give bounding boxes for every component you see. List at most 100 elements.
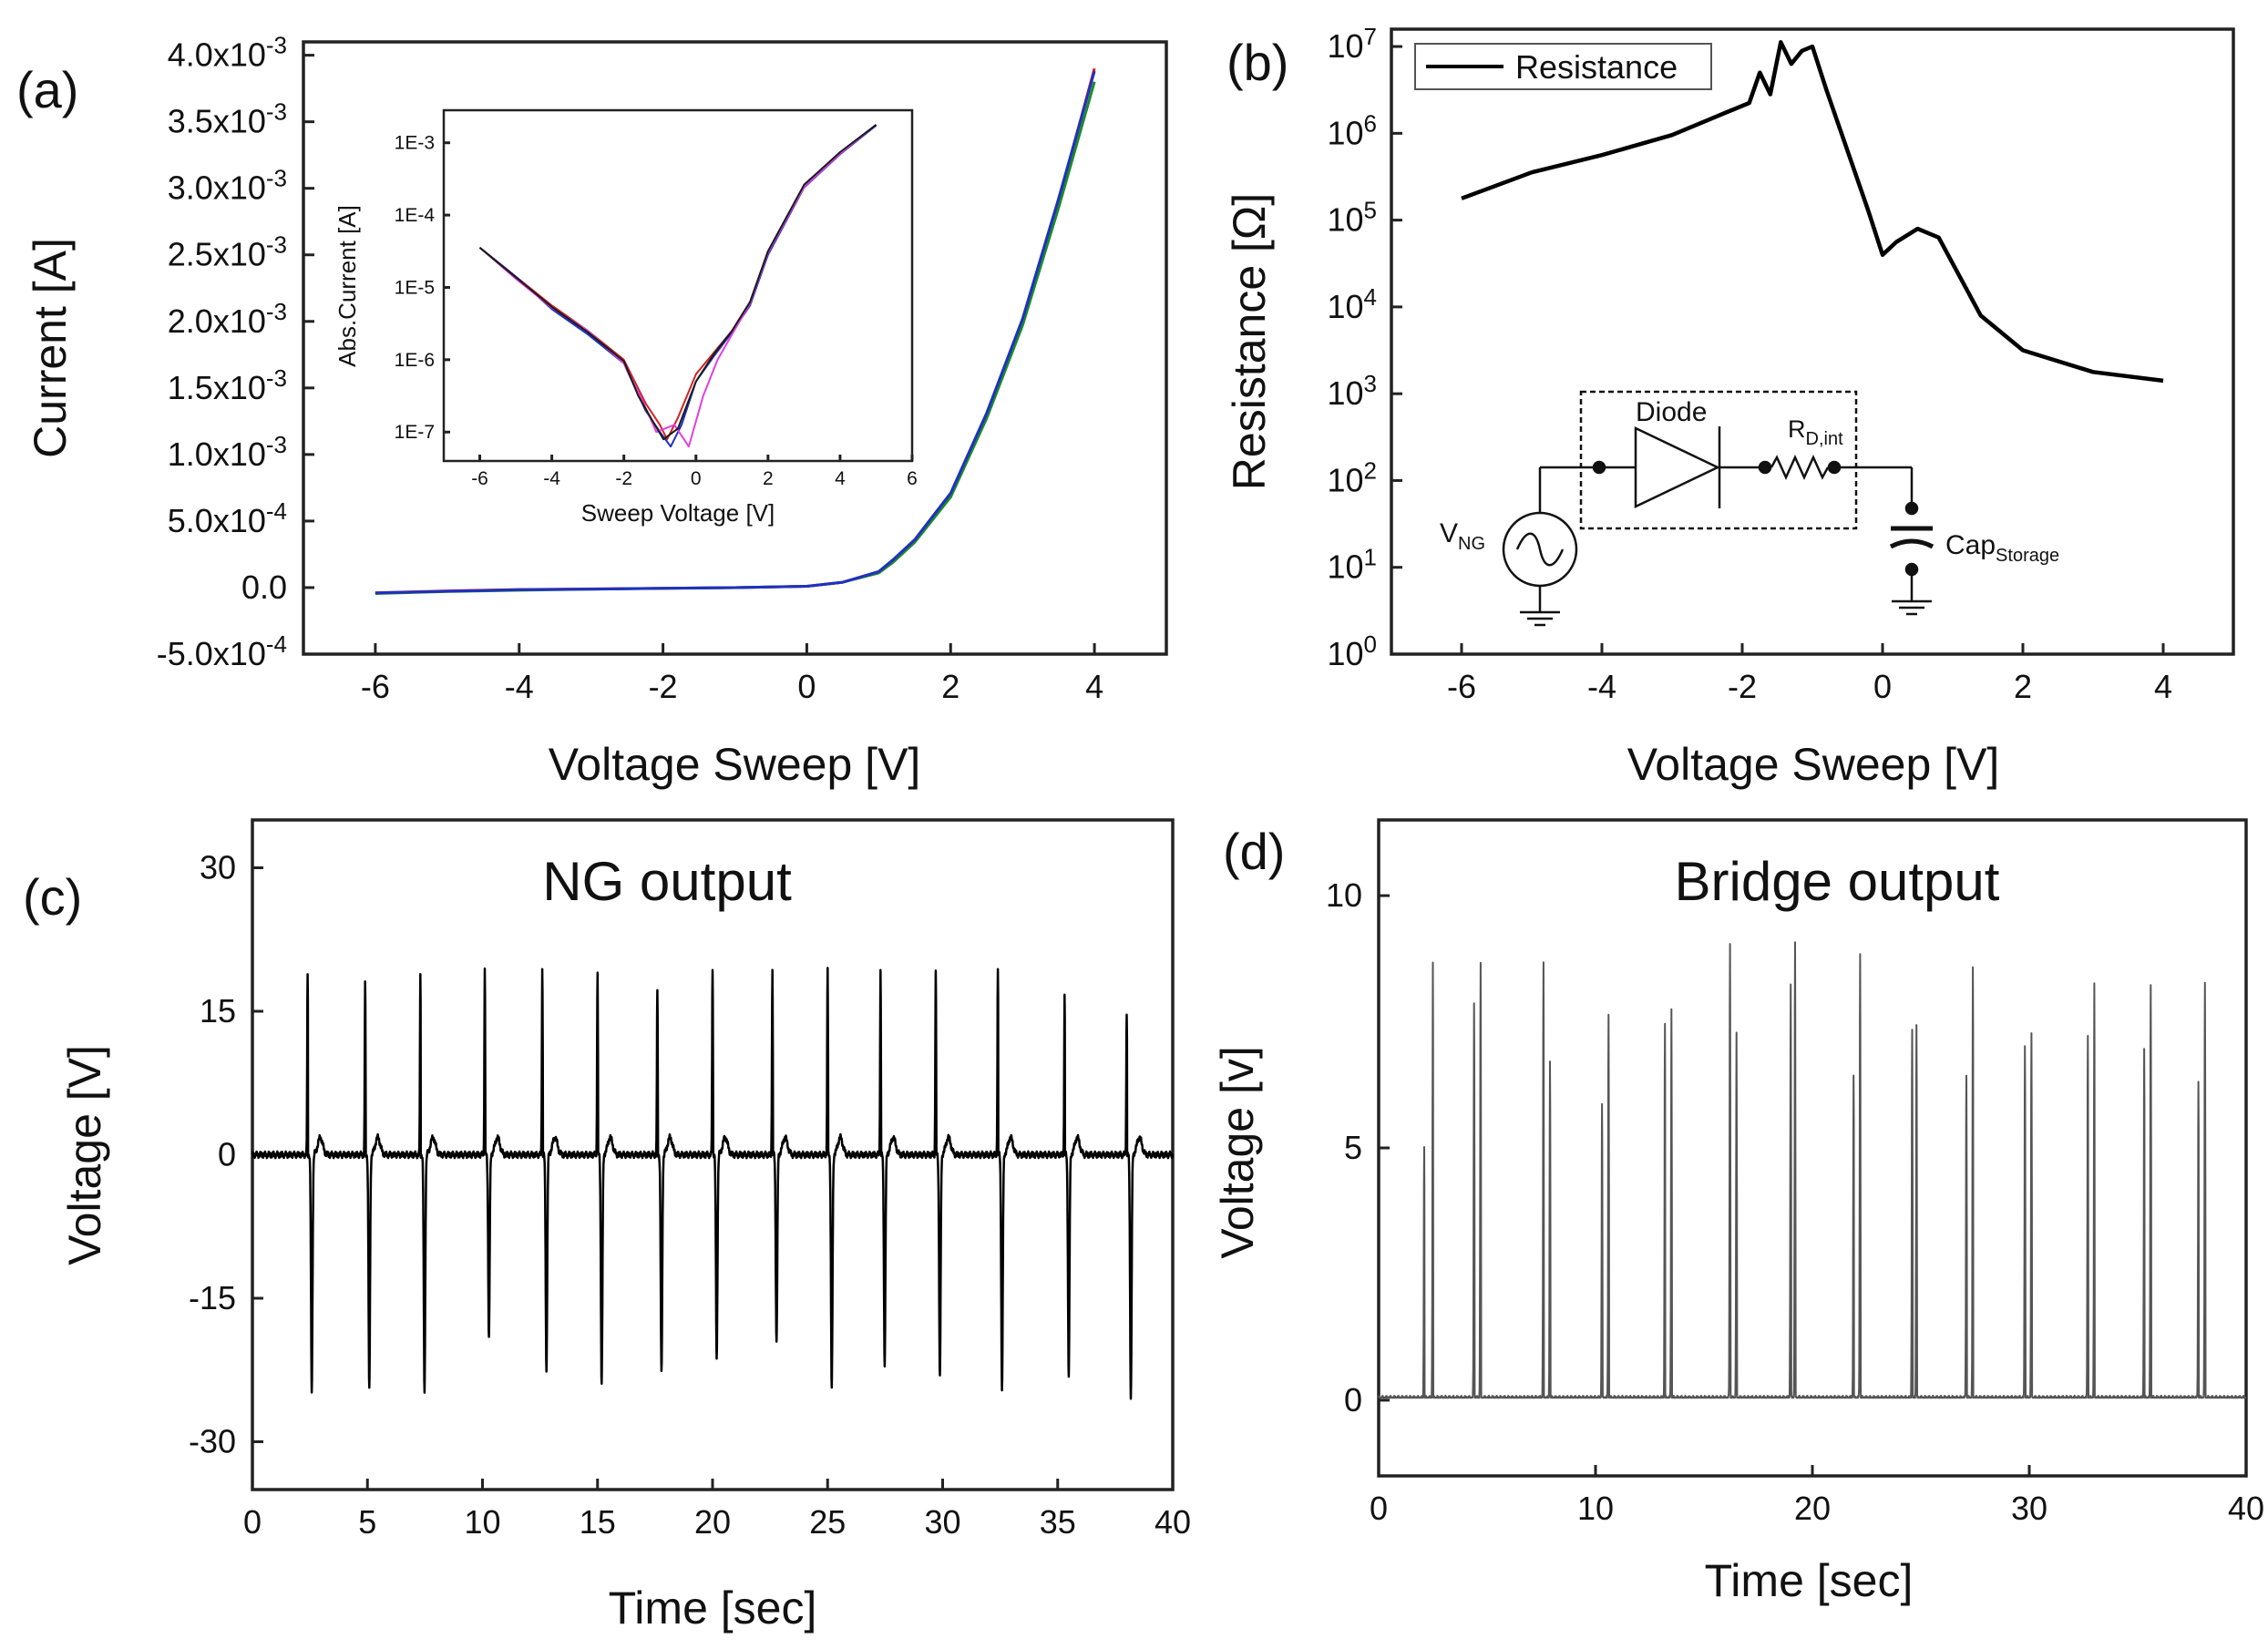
x-axis-label-d: Time [sec]	[1705, 1555, 1914, 1606]
x-tick-label: -2	[649, 668, 678, 705]
series-line-resistance	[1461, 40, 2164, 384]
y-tick-label: 15	[200, 992, 236, 1029]
y-tick-label: 5	[1344, 1129, 1362, 1166]
y-axis-label-a: Current [A]	[25, 238, 76, 458]
diode-symbol-icon	[1634, 426, 1720, 508]
x-axis-label-a: Voltage Sweep [V]	[549, 739, 921, 790]
y-tick-label: 107	[1327, 23, 1377, 65]
circuit-label-resistor: RD,int	[1788, 415, 1843, 449]
y-tick-label: 102	[1327, 456, 1377, 498]
legend-text-resistance: Resistance	[1515, 48, 1678, 86]
legend-box-b	[1414, 43, 1712, 90]
x-tick-label: 0	[691, 468, 702, 489]
legend-b: Resistance	[1414, 43, 1712, 90]
y-tick-label: 10	[1326, 876, 1362, 914]
y-axis-label-b: Resistance [Ω]	[1224, 193, 1275, 490]
y-tick-label: 103	[1327, 370, 1377, 412]
x-tick-label: 4	[2154, 668, 2172, 705]
y-tick-label: 5.0x10-4	[168, 497, 287, 539]
circuit-label-source: VNG	[1440, 518, 1485, 554]
inset-y-axis-label-a: Abs.Current [A]	[334, 205, 361, 367]
y-tick-label: 2.5x10-3	[168, 231, 287, 273]
y-tick-label: -15	[189, 1279, 236, 1316]
inset-frame-a	[442, 108, 914, 463]
panel-d: (d) 0 10 20 30 40 0 5 10 Bridge output Time [s…	[1212, 818, 2264, 1606]
x-tick-label: -4	[543, 468, 560, 489]
y-tick-label: 1E-5	[395, 277, 435, 298]
y-tick-label: 30	[200, 849, 236, 886]
panel-label-c: (c)	[23, 868, 82, 926]
y-tick-label: 1E-7	[395, 422, 435, 443]
y-tick-label: 1.0x10-3	[168, 431, 287, 473]
panel-label-a: (a)	[16, 61, 78, 118]
x-tick-label: 0	[797, 668, 816, 705]
plot-frame-b	[1390, 27, 2235, 656]
node-dot	[1758, 460, 1772, 475]
x-tick-label: 2	[2014, 668, 2032, 705]
x-tick-label: 25	[809, 1503, 846, 1541]
y-axis-label-c: Voltage [V]	[59, 1045, 110, 1265]
capacitor-plate-icon	[1889, 538, 1934, 549]
inset-a: -6 -4 -2 0 2 4 6 1E-7 1E-6 1E-5 1E-4 1E-3 Sweep Vo…	[334, 108, 918, 527]
y-tick-label: 1.5x10-3	[168, 364, 287, 406]
series-line-bridge-output	[1378, 941, 2247, 1399]
x-tick-label: 30	[2011, 1490, 2047, 1527]
series-line-ng-output	[251, 967, 1175, 1400]
x-tick-label: 35	[1040, 1503, 1076, 1541]
y-tick-label: 4.0x10-3	[168, 32, 287, 74]
x-tick-label: 10	[1577, 1490, 1614, 1527]
x-tick-label: 0	[1370, 1490, 1388, 1527]
x-tick-label: 30	[924, 1503, 960, 1541]
x-tick-label: 40	[1155, 1503, 1191, 1541]
panel-c: (c) 0 5 10 15 20 25 30 35 40 -30 -15 0 15 30 NG outp…	[23, 818, 1191, 1634]
series-line-sweep-3	[375, 70, 1096, 595]
y-tick-label: 106	[1327, 109, 1377, 151]
x-axis-label-b: Voltage Sweep [V]	[1627, 739, 2000, 790]
y-tick-label: -5.0x10-4	[157, 630, 287, 672]
x-tick-label: 0	[243, 1503, 262, 1541]
y-tick-label: 0.0	[241, 568, 287, 606]
y-tick-label: 0	[1344, 1381, 1362, 1419]
x-tick-label: -4	[1587, 668, 1616, 705]
y-tick-label: 100	[1327, 630, 1377, 672]
inset-series-line-sweep-1	[478, 124, 877, 441]
circuit-label-capacitor: CapStorage	[1945, 530, 2059, 566]
y-axis-label-d: Voltage [v]	[1212, 1046, 1263, 1259]
plot-frame-a	[302, 40, 1168, 656]
diode-model-box	[1579, 390, 1858, 530]
y-tick-label: 101	[1327, 544, 1377, 586]
x-tick-label: 0	[1873, 668, 1892, 705]
plot-frame-d	[1377, 818, 2248, 1478]
x-tick-label: -6	[471, 468, 488, 489]
y-tick-label: 3.5x10-3	[168, 98, 287, 140]
panel-label-d: (d)	[1223, 823, 1285, 880]
chart-title-c: NG output	[542, 851, 792, 912]
chart-title-d: Bridge output	[1675, 851, 2000, 912]
x-axis-label-c: Time [sec]	[609, 1582, 817, 1634]
x-tick-label: 6	[907, 468, 918, 489]
x-tick-label: 40	[2228, 1490, 2264, 1527]
y-tick-label: 0	[218, 1136, 236, 1173]
x-tick-label: 5	[358, 1503, 376, 1541]
inset-x-axis-label-a: Sweep Voltage [V]	[581, 499, 775, 527]
x-tick-label: 4	[1085, 668, 1103, 705]
circuit-diagram	[1502, 390, 1934, 627]
y-tick-label: 104	[1327, 283, 1377, 325]
x-tick-label: 15	[580, 1503, 616, 1541]
x-tick-label: 10	[464, 1503, 500, 1541]
y-tick-label: 1E-6	[395, 350, 435, 371]
x-tick-label: 2	[763, 468, 774, 489]
x-tick-label: 20	[1794, 1490, 1831, 1527]
y-tick-label: 1E-4	[395, 205, 436, 226]
y-tick-label: 2.0x10-3	[168, 298, 287, 340]
x-tick-label: 2	[941, 668, 960, 705]
x-tick-label: -2	[615, 468, 632, 489]
y-tick-label: 3.0x10-3	[168, 165, 287, 207]
x-tick-label: -2	[1728, 668, 1757, 705]
x-tick-label: -4	[505, 668, 534, 705]
x-tick-label: 4	[835, 468, 846, 489]
y-tick-label: -30	[189, 1423, 236, 1460]
x-tick-label: 20	[694, 1503, 731, 1541]
x-tick-label: -6	[1447, 668, 1476, 705]
x-tick-label: -6	[361, 668, 390, 705]
